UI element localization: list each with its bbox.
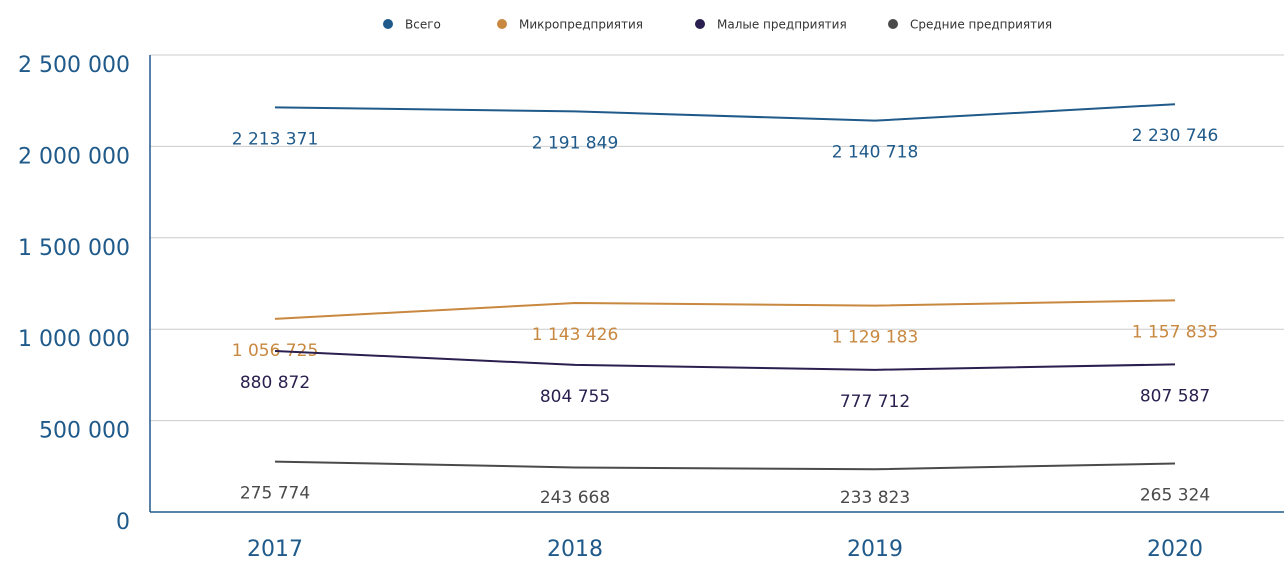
legend-label: Малые предприятия <box>717 18 847 32</box>
x-tick-label: 2017 <box>247 537 303 562</box>
line <box>274 103 1176 122</box>
y-tick-label: 500 000 <box>39 419 130 444</box>
legend-marker <box>497 19 507 29</box>
data-label: 1 157 835 <box>1132 322 1219 342</box>
legend-marker <box>695 19 705 29</box>
data-label: 1 143 426 <box>532 325 619 345</box>
y-tick-label: 1 000 000 <box>18 327 130 352</box>
legend-label: Всего <box>405 18 441 32</box>
data-label: 2 213 371 <box>232 129 319 149</box>
data-label: 777 712 <box>840 392 910 412</box>
data-label: 804 755 <box>540 387 610 407</box>
y-tick-label: 1 500 000 <box>18 236 130 261</box>
x-tick-label: 2018 <box>547 537 603 562</box>
data-label: 243 668 <box>540 488 610 508</box>
data-label: 807 587 <box>1140 386 1210 406</box>
legend-label: Микропредприятия <box>519 18 643 32</box>
y-tick-label: 2 000 000 <box>18 144 130 169</box>
y-tick-label: 2 500 000 <box>18 53 130 78</box>
line <box>274 299 1176 320</box>
data-label: 880 872 <box>240 373 310 393</box>
data-label: 2 191 849 <box>532 133 619 153</box>
x-tick-label: 2020 <box>1147 537 1203 562</box>
data-label: 2 140 718 <box>832 143 919 163</box>
line <box>274 460 1176 471</box>
data-label: 2 230 746 <box>1132 126 1219 146</box>
x-tick-label: 2019 <box>847 537 903 562</box>
data-label: 233 823 <box>840 488 910 508</box>
legend-marker <box>383 19 393 29</box>
data-label: 265 324 <box>1140 485 1210 505</box>
data-label: 275 774 <box>240 484 310 504</box>
line <box>274 349 1176 371</box>
legend-marker <box>888 19 898 29</box>
data-label: 1 056 725 <box>232 341 319 361</box>
y-tick-label: 0 <box>116 510 130 535</box>
data-label: 1 129 183 <box>832 328 919 348</box>
legend-label: Средние предприятия <box>910 18 1052 32</box>
